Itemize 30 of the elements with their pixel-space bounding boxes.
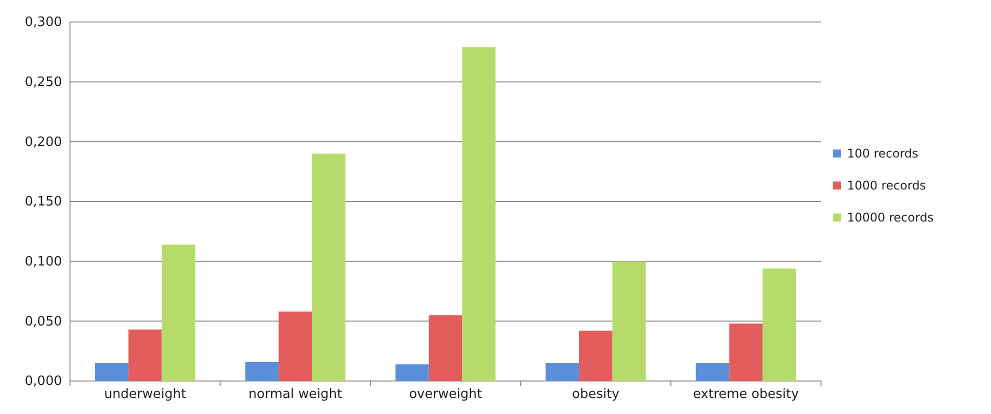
y-tick-label: 0,200 — [24, 134, 62, 150]
x-tick-label: underweight — [104, 387, 186, 402]
y-tick-label: 0,100 — [24, 254, 62, 270]
bar — [428, 315, 462, 381]
bar — [95, 363, 128, 381]
bar — [128, 330, 162, 381]
bar — [579, 330, 612, 381]
y-tick-label: 0,000 — [24, 374, 62, 390]
bar — [462, 47, 496, 381]
legend-label: 10000 records — [847, 210, 934, 225]
x-tick-label: normal weight — [248, 387, 342, 402]
bar — [278, 312, 312, 381]
bar — [762, 268, 796, 381]
y-tick-label: 0,050 — [24, 314, 62, 330]
legend-label: 100 records — [847, 146, 918, 161]
bar — [729, 324, 763, 381]
legend-label: 1000 records — [847, 178, 926, 193]
y-tick-label: 0,150 — [24, 194, 62, 210]
bar — [696, 363, 730, 381]
y-tick-label: 0,300 — [24, 15, 62, 30]
bar — [312, 154, 346, 381]
bar — [612, 261, 646, 381]
bar — [546, 363, 580, 381]
x-tick-label: extreme obesity — [693, 387, 800, 402]
x-tick-label: obesity — [572, 387, 620, 402]
bar — [162, 244, 196, 381]
y-tick-label: 0,250 — [24, 74, 62, 90]
bar — [395, 364, 429, 381]
x-tick-label: overweight — [409, 387, 482, 402]
bar — [245, 362, 279, 381]
